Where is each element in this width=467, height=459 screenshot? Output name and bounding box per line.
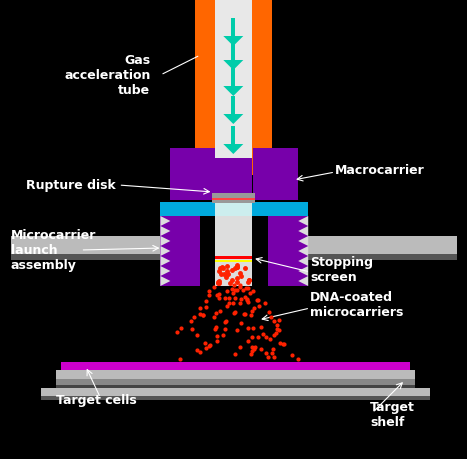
Bar xyxy=(41,396,430,400)
Bar xyxy=(231,96,235,114)
Polygon shape xyxy=(298,246,308,256)
Polygon shape xyxy=(160,246,170,256)
Polygon shape xyxy=(298,256,308,266)
Bar xyxy=(212,198,255,200)
Polygon shape xyxy=(298,266,308,276)
Text: Microcarrier
launch
assembly: Microcarrier launch assembly xyxy=(11,229,96,272)
Polygon shape xyxy=(223,144,243,154)
Bar xyxy=(308,254,457,260)
Bar xyxy=(253,148,298,200)
Polygon shape xyxy=(160,266,170,276)
Polygon shape xyxy=(253,192,261,200)
Bar xyxy=(231,68,235,86)
Polygon shape xyxy=(261,192,268,200)
Polygon shape xyxy=(160,256,170,266)
Bar xyxy=(195,0,215,175)
Bar xyxy=(11,236,160,254)
Bar xyxy=(231,18,235,36)
Bar xyxy=(160,202,308,216)
Bar xyxy=(215,0,252,175)
Text: DNA-coated
microcarriers: DNA-coated microcarriers xyxy=(310,291,403,319)
Polygon shape xyxy=(223,86,243,96)
Bar xyxy=(56,385,415,388)
Polygon shape xyxy=(160,216,170,226)
Bar xyxy=(215,202,252,216)
Polygon shape xyxy=(268,192,276,200)
Polygon shape xyxy=(298,236,308,246)
Polygon shape xyxy=(160,226,170,236)
Bar xyxy=(231,126,235,144)
Text: Target cells: Target cells xyxy=(56,393,136,407)
Polygon shape xyxy=(160,236,170,246)
Polygon shape xyxy=(178,192,185,200)
Polygon shape xyxy=(291,192,298,200)
Text: Macrocarrier: Macrocarrier xyxy=(335,163,425,177)
Bar xyxy=(215,260,252,262)
Bar xyxy=(215,216,252,286)
Bar xyxy=(231,42,235,60)
Polygon shape xyxy=(298,276,308,286)
Polygon shape xyxy=(298,226,308,236)
Polygon shape xyxy=(193,192,200,200)
Bar xyxy=(215,158,252,200)
Polygon shape xyxy=(208,192,215,200)
Bar xyxy=(308,236,457,254)
Polygon shape xyxy=(200,192,208,200)
Bar xyxy=(215,256,252,259)
Bar xyxy=(252,0,272,175)
Polygon shape xyxy=(223,60,243,70)
Bar xyxy=(56,370,415,388)
Text: Target
shelf: Target shelf xyxy=(370,401,415,429)
Text: Gas
acceleration
tube: Gas acceleration tube xyxy=(64,54,150,96)
Bar xyxy=(212,193,255,203)
Polygon shape xyxy=(283,192,291,200)
Bar xyxy=(61,362,410,372)
Bar xyxy=(268,216,308,286)
Polygon shape xyxy=(170,192,178,200)
Polygon shape xyxy=(223,114,243,124)
Bar xyxy=(11,254,160,260)
Bar xyxy=(160,216,200,286)
Polygon shape xyxy=(276,192,283,200)
Polygon shape xyxy=(160,276,170,286)
Bar xyxy=(170,148,215,200)
Text: Rupture disk: Rupture disk xyxy=(26,179,115,191)
Polygon shape xyxy=(223,36,243,46)
Bar xyxy=(56,379,415,388)
Bar xyxy=(41,388,430,396)
Polygon shape xyxy=(185,192,193,200)
Text: Stopping
screen: Stopping screen xyxy=(310,256,373,284)
Polygon shape xyxy=(298,216,308,226)
